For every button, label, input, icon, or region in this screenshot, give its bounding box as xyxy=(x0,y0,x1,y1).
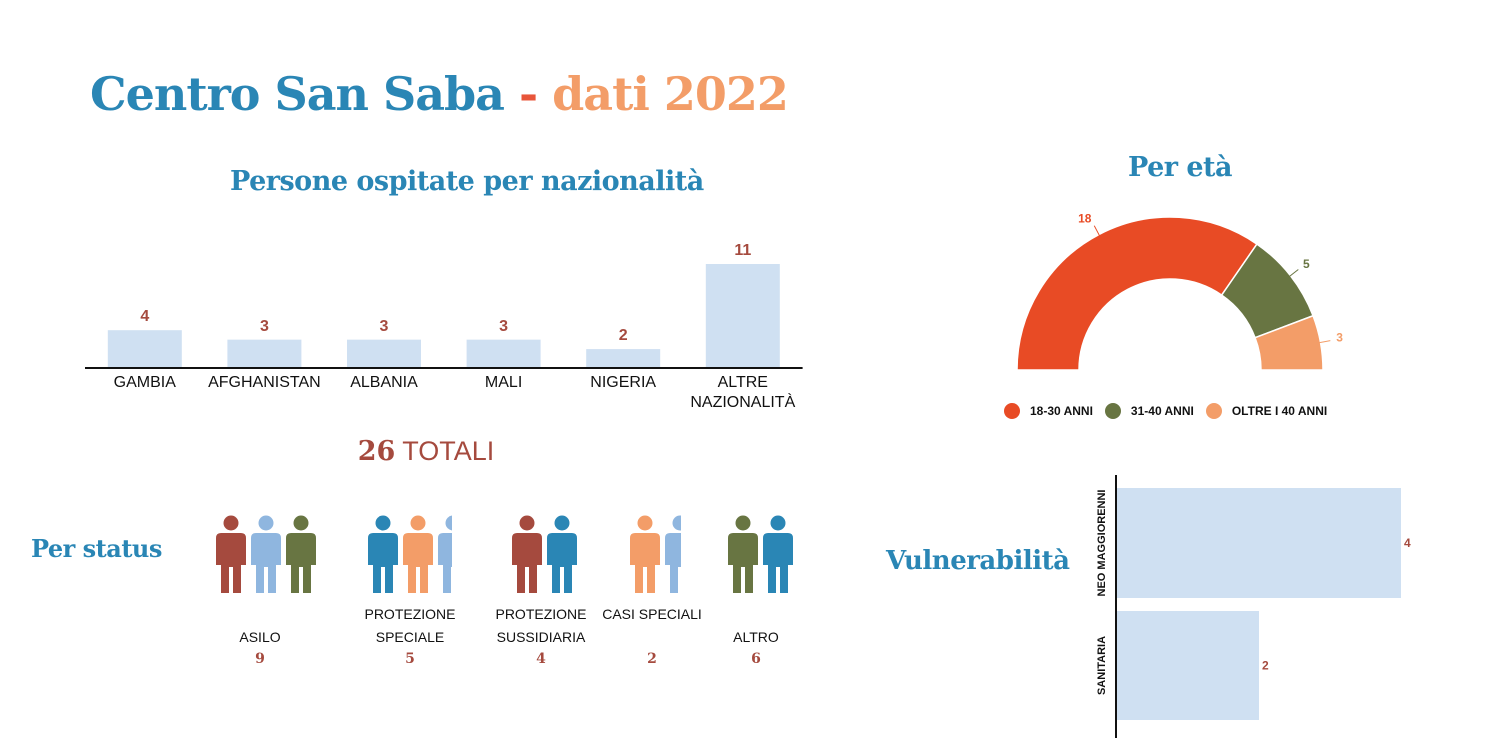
age-legend-swatch xyxy=(1205,403,1222,419)
nationality-chart-title: Persone ospitate per nazionalità xyxy=(230,166,704,197)
nationality-bar-label: GAMBIA xyxy=(113,374,176,391)
status-value: 9 xyxy=(255,651,265,667)
person-icon xyxy=(368,515,398,593)
person-icon xyxy=(665,515,681,593)
nationality-bar xyxy=(107,330,182,368)
vulnerability-bar-label: SANITARIA xyxy=(1096,636,1108,695)
nationality-bar-value: 3 xyxy=(259,317,269,335)
nationality-bar xyxy=(466,339,541,368)
nationality-bar-value: 11 xyxy=(734,242,752,259)
nationality-bar-label: ALBANIA xyxy=(350,374,418,391)
age-slice-leader xyxy=(1287,269,1299,278)
nationality-bar xyxy=(705,264,780,368)
age-legend-item: OLTRE I 40 ANNI xyxy=(1205,403,1328,419)
page-title: Centro San Saba - dati 2022 xyxy=(90,64,789,124)
age-chart-title: Per età xyxy=(1128,152,1233,183)
status-group-icons xyxy=(728,515,793,593)
age-slice-value: 18 xyxy=(1078,211,1092,225)
vulnerability-bar-value: 2 xyxy=(1262,659,1269,673)
person-icon xyxy=(286,515,316,593)
age-slice-value: 5 xyxy=(1303,257,1310,271)
status-value: 6 xyxy=(751,651,761,667)
age-legend-label: OLTRE I 40 ANNI xyxy=(1231,404,1328,418)
person-icon xyxy=(216,515,246,593)
status-label: CASI SPECIALI xyxy=(602,606,702,622)
nationality-bar xyxy=(347,339,421,368)
nationality-bar-label: AFGHANISTAN xyxy=(208,374,321,391)
totals-label: TOTALI xyxy=(402,436,495,466)
person-icon xyxy=(763,515,793,593)
age-slice-value: 3 xyxy=(1336,331,1343,345)
status-group-icons xyxy=(368,515,452,593)
age-legend-swatch xyxy=(1004,403,1020,419)
age-legend: 18-30 ANNI 31-40 ANNI OLTRE I 40 ANNI xyxy=(1004,403,1339,419)
title-main: Centro San Saba xyxy=(90,67,505,121)
person-icon xyxy=(438,515,452,593)
status-section-title: Per status xyxy=(31,534,162,563)
person-icon xyxy=(630,515,660,593)
age-slice xyxy=(1016,216,1258,371)
age-slice xyxy=(1254,314,1324,371)
nationality-bar-label: ALTRE NAZIONALITÀ xyxy=(690,374,796,411)
nationality-bar-label: MALI xyxy=(484,374,523,391)
status-label: PROTEZIONE SPECIALE xyxy=(364,606,456,645)
status-label: PROTEZIONE SUSSIDIARIA xyxy=(495,606,587,645)
totals-number: 26 xyxy=(357,436,396,467)
nationality-bar-value: 2 xyxy=(618,327,628,345)
nationality-bar-value: 4 xyxy=(140,308,150,326)
person-icon xyxy=(547,515,577,593)
nationality-bar xyxy=(227,339,302,368)
status-label: ASILO xyxy=(239,629,281,645)
nationality-bar-value: 3 xyxy=(499,317,509,335)
status-group-icons xyxy=(216,515,316,593)
age-slice xyxy=(1220,243,1315,339)
person-icon xyxy=(403,515,433,593)
totals: 26 TOTALI xyxy=(250,436,602,467)
vulnerability-bar xyxy=(1117,611,1259,720)
status-group-icons xyxy=(630,515,681,593)
vulnerability-bar-value: 4 xyxy=(1404,536,1411,550)
nationality-bar xyxy=(586,349,661,368)
age-legend-label: 18-30 ANNI xyxy=(1030,404,1093,418)
status-value: 5 xyxy=(405,651,415,667)
person-icon xyxy=(728,515,758,593)
nationality-bar-label: NIGERIA xyxy=(590,374,657,391)
title-separator: - xyxy=(519,67,538,121)
person-icon xyxy=(251,515,281,593)
status-value: 2 xyxy=(647,651,657,667)
age-legend-item: 18-30 ANNI xyxy=(1004,403,1093,419)
status-value: 4 xyxy=(536,651,546,667)
status-label: ALTRO xyxy=(733,629,779,645)
status-group-icons xyxy=(512,515,577,593)
vulnerability-bar xyxy=(1117,488,1401,598)
age-legend-label: 31-40 ANNI xyxy=(1130,404,1194,418)
vulnerability-bar-label: NEO MAGGIORENNI xyxy=(1096,490,1108,597)
age-slice-leader xyxy=(1093,225,1101,238)
vulnerability-chart-title: Vulnerabilità xyxy=(886,546,1070,576)
age-slice-leader xyxy=(1317,340,1331,344)
age-legend-swatch xyxy=(1104,403,1121,419)
nationality-bar-value: 3 xyxy=(379,317,389,335)
person-icon xyxy=(512,515,542,593)
age-legend-item: 31-40 ANNI xyxy=(1104,403,1194,419)
title-year: dati 2022 xyxy=(552,67,789,121)
